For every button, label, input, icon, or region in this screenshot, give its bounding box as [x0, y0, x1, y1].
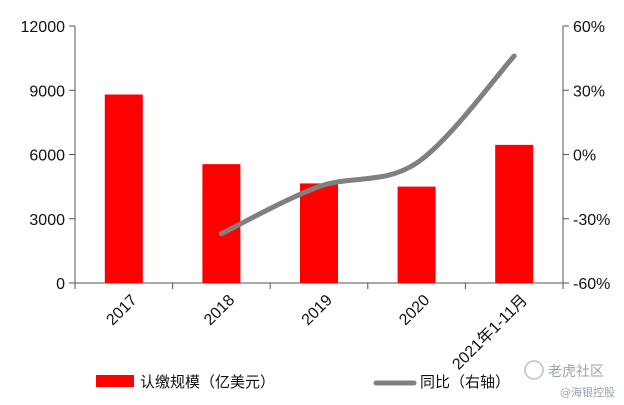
x-tick-label: 2017: [103, 292, 140, 329]
x-tick-label: 2019: [299, 292, 336, 329]
bar: [495, 144, 534, 283]
right-tick-label: -30%: [573, 212, 610, 229]
bar-series: [104, 94, 534, 284]
left-y-axis: 0 3000 6000 9000 12000: [21, 19, 76, 293]
watermark: 老虎社区 @海银控股: [524, 360, 615, 399]
left-tick-label: 0: [56, 276, 65, 293]
legend-line-label: 同比（右轴）: [420, 373, 510, 391]
right-tick-label: 60%: [573, 19, 605, 36]
bar: [300, 183, 338, 283]
bar: [104, 94, 143, 284]
right-tick-label: 0%: [573, 148, 596, 165]
legend-bar-swatch: [96, 375, 134, 387]
line-series: [218, 53, 517, 237]
right-y-axis: -60% -30% 0% 30% 60%: [562, 19, 610, 293]
left-tick-label: 12000: [21, 19, 66, 36]
watermark-brand: 老虎社区: [548, 364, 604, 380]
legend: 认缴规模（亿美元） 同比（右轴）: [96, 373, 510, 391]
watermark-source: @海银控股: [560, 385, 615, 399]
x-tick-label: 2018: [201, 292, 238, 329]
x-tick-label: 2020: [396, 292, 433, 329]
right-tick-label: 30%: [573, 83, 605, 100]
bar: [397, 186, 436, 283]
left-tick-label: 3000: [29, 212, 65, 229]
yoy-line: [218, 53, 517, 237]
left-tick-label: 6000: [29, 148, 65, 165]
x-axis: 2017 2018 2019 2020 2021年1-11月: [74, 282, 564, 373]
right-tick-label: -60%: [573, 276, 610, 293]
paw-icon: [524, 360, 544, 380]
x-tick-label: 2021年1-11月: [449, 291, 531, 373]
left-tick-label: 9000: [29, 83, 65, 100]
legend-bar-label: 认缴规模（亿美元）: [140, 373, 275, 391]
bar: [202, 164, 241, 283]
